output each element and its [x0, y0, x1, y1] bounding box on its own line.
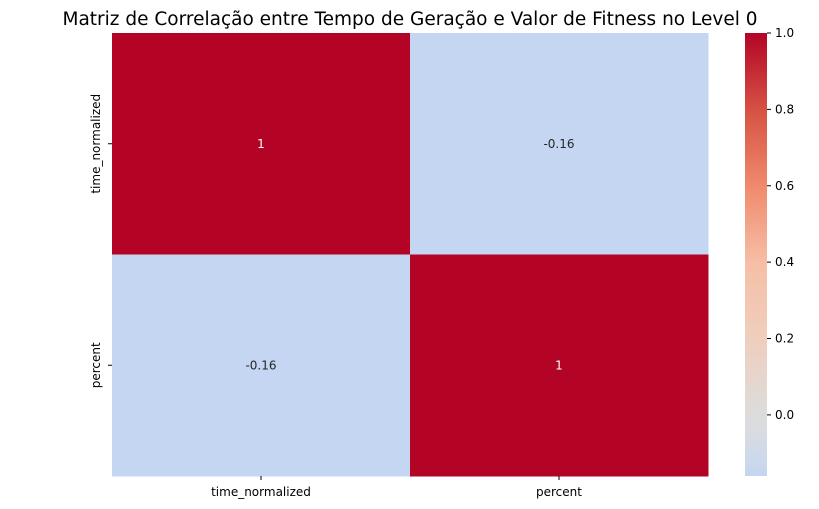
- x-tick-label-1: percent: [536, 485, 582, 499]
- y-tick-label-0: time_normalized: [89, 94, 103, 194]
- heatmap-cell-0-0: [112, 33, 411, 255]
- cell-annotation-1-0: -0.16: [245, 358, 276, 372]
- heatmap-cells: [112, 33, 709, 477]
- heatmap-annotations: 1 -0.16 -0.16 1: [245, 137, 574, 373]
- y-tick-label-1: percent: [89, 342, 103, 388]
- colorbar-tick-label-4: 0.8: [775, 102, 794, 116]
- heatmap-cell-1-0: [112, 254, 411, 477]
- colorbar-tick-label-3: 0.6: [775, 179, 794, 193]
- cell-annotation-1-1: 1: [555, 358, 563, 372]
- x-tick-label-0: time_normalized: [211, 485, 311, 499]
- colorbar-tick-label-5: 1.0: [775, 26, 794, 40]
- colorbar-tick-label-1: 0.2: [775, 332, 794, 346]
- chart-title: Matriz de Correlação entre Tempo de Gera…: [62, 9, 757, 30]
- cell-annotation-0-1: -0.16: [543, 137, 574, 151]
- colorbar-tick-label-0: 0.0: [775, 408, 794, 422]
- heatmap-cell-0-1: [410, 33, 709, 255]
- heatmap-cell-1-1: [410, 254, 709, 477]
- cell-annotation-0-0: 1: [257, 137, 265, 151]
- x-axis: time_normalized percent: [211, 476, 582, 499]
- colorbar-gradient: [745, 33, 767, 476]
- colorbar: 0.0 0.2 0.4 0.6 0.8 1.0: [745, 26, 794, 476]
- colorbar-tick-label-2: 0.4: [775, 255, 794, 269]
